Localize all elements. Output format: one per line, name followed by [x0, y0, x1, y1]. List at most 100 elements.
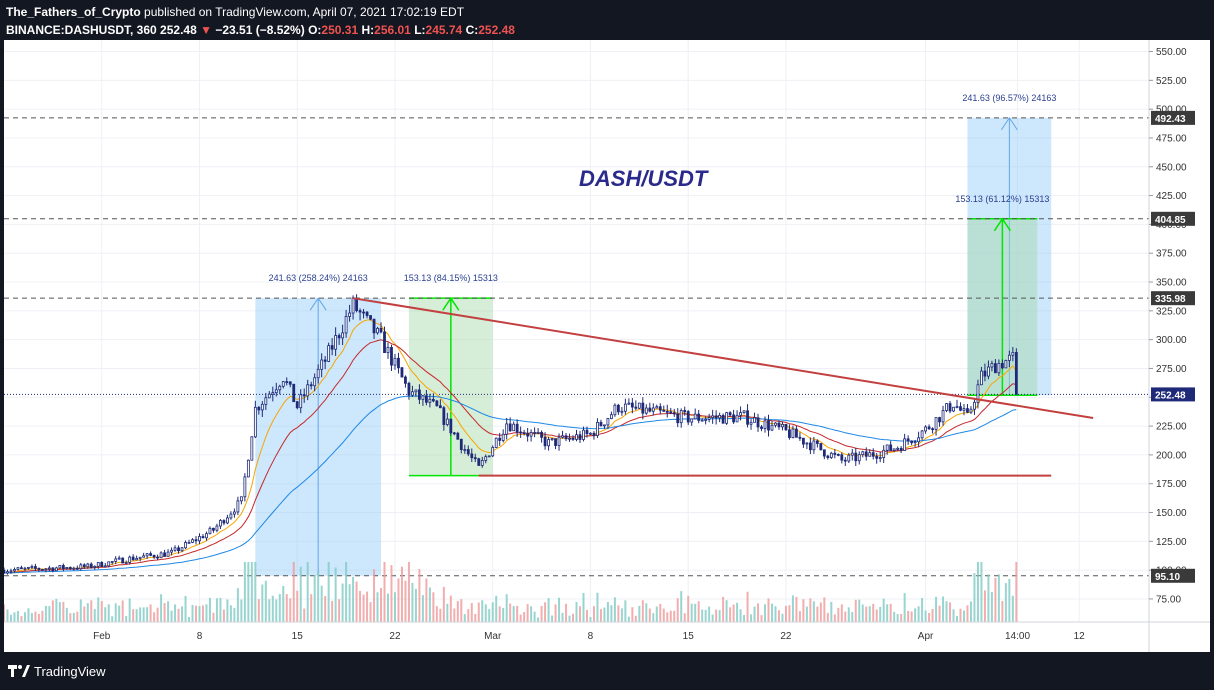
volume-bar [257, 599, 260, 622]
volume-bar [959, 608, 962, 622]
candle-body [648, 407, 652, 412]
volume-bar [397, 578, 400, 622]
volume-bar [956, 615, 959, 622]
volume-bar [205, 604, 208, 622]
candle-body [864, 451, 868, 457]
candle-body [222, 520, 226, 524]
candle-body [121, 557, 125, 564]
volume-bar [753, 606, 756, 622]
volume-bar [935, 596, 938, 622]
level-price-tag [1151, 568, 1195, 583]
volume-bar [921, 598, 924, 622]
chart-area[interactable]: 241.63 (258.24%) 24163 153.13 (84.15%) 15… [4, 40, 1210, 652]
volume-bar [142, 607, 145, 622]
volume-bar [296, 590, 299, 622]
volume-bar [23, 612, 26, 622]
tradingview-brand[interactable]: TradingView [34, 664, 106, 679]
volume-bar [582, 593, 585, 622]
candle-body [899, 447, 903, 451]
price-tick-label: 350.00 [1156, 278, 1187, 289]
volume-bar [711, 614, 714, 622]
volume-bar [987, 574, 990, 622]
candle-body [987, 366, 990, 377]
candle-body [896, 447, 900, 450]
candle-body [938, 417, 941, 423]
price-axis [1149, 40, 1210, 652]
candle-body [390, 347, 393, 366]
change-down-icon: ▼ [200, 23, 212, 37]
volume-bar [851, 612, 854, 622]
candle-body [683, 410, 687, 412]
candle-body [163, 552, 166, 557]
price-chart[interactable]: 241.63 (258.24%) 24163 153.13 (84.15%) 15… [4, 40, 1210, 652]
volume-bar [477, 602, 480, 622]
time-tick-label: 15 [683, 631, 695, 642]
volume-bar [900, 614, 903, 622]
volume-bar [282, 585, 285, 622]
candle-body [805, 442, 809, 445]
candle-body [142, 555, 146, 558]
candle-body [871, 452, 875, 457]
candle-body [330, 345, 334, 350]
volume-bar [414, 588, 417, 622]
candle-body [515, 423, 519, 433]
level-price-tag [1151, 211, 1195, 226]
candle-body [205, 533, 208, 539]
tradingview-logo-icon[interactable] [8, 663, 30, 679]
candle-body [672, 412, 676, 415]
volume-bar [945, 601, 948, 622]
symbol-name[interactable]: BINANCE:DASHUSDT, 360 [6, 23, 157, 37]
time-tick-label: Feb [93, 631, 111, 642]
author-name[interactable]: The_Fathers_of_Crypto [6, 5, 141, 19]
time-tick-label: 15 [292, 631, 304, 642]
volume-bar [181, 606, 184, 622]
candle-body [917, 437, 921, 443]
volume-bar [942, 596, 945, 622]
candle-body [348, 312, 351, 317]
price-tick-label: 475.00 [1156, 133, 1187, 144]
volume-bar [652, 613, 655, 622]
volume-bar [676, 598, 679, 622]
volume-bar [201, 605, 204, 622]
candle-body [697, 413, 701, 421]
volume-bar [764, 604, 767, 622]
volume-bar [58, 602, 61, 622]
volume-bar [980, 562, 983, 622]
volume-bar [938, 605, 941, 622]
candle-body [281, 381, 285, 387]
volume-bar [910, 611, 913, 622]
candle-body [327, 345, 331, 362]
volume-bar [208, 597, 211, 622]
volume-bar [722, 596, 725, 622]
volume-bar [128, 598, 131, 622]
candle-body [550, 438, 554, 441]
volume-bar [20, 616, 23, 622]
price-tick-label: 175.00 [1156, 479, 1187, 490]
candle-body [470, 453, 474, 459]
candle-body [543, 436, 547, 447]
volume-bar [83, 606, 86, 622]
volume-bar [156, 607, 159, 622]
volume-bar [383, 562, 386, 622]
candle-body [498, 437, 502, 441]
volume-bar [222, 609, 225, 622]
candle-body [822, 449, 826, 457]
candle-body [1014, 352, 1018, 395]
candle-body [288, 381, 292, 385]
volume-bar [114, 603, 117, 622]
candle-body [596, 421, 599, 436]
candle-body [47, 567, 51, 570]
volume-bar [687, 595, 690, 622]
volume-bar [289, 598, 292, 622]
candle-body [571, 437, 575, 440]
volume-bar [1001, 600, 1004, 622]
volume-bar [331, 600, 334, 622]
volume-bar [292, 562, 295, 622]
volume-bar [184, 595, 187, 622]
volume-bar [743, 615, 746, 622]
candle-body [404, 376, 407, 384]
candle-body [777, 422, 781, 428]
volume-bar [1011, 595, 1014, 622]
volume-bar [697, 601, 700, 622]
volume-bar [79, 599, 82, 622]
